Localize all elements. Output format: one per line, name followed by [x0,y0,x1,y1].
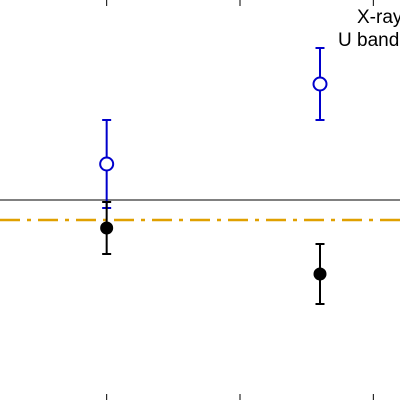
data-point-u-band [313,267,327,281]
data-point-u-band [100,221,114,235]
data-point-x-rays [99,156,115,172]
legend-label-u-band: U band [338,30,399,51]
legend-label-x-rays: X-rays [357,7,400,28]
data-point-x-rays [312,76,328,92]
legend: X-rays U band [338,7,400,51]
plot-marks [99,47,328,305]
